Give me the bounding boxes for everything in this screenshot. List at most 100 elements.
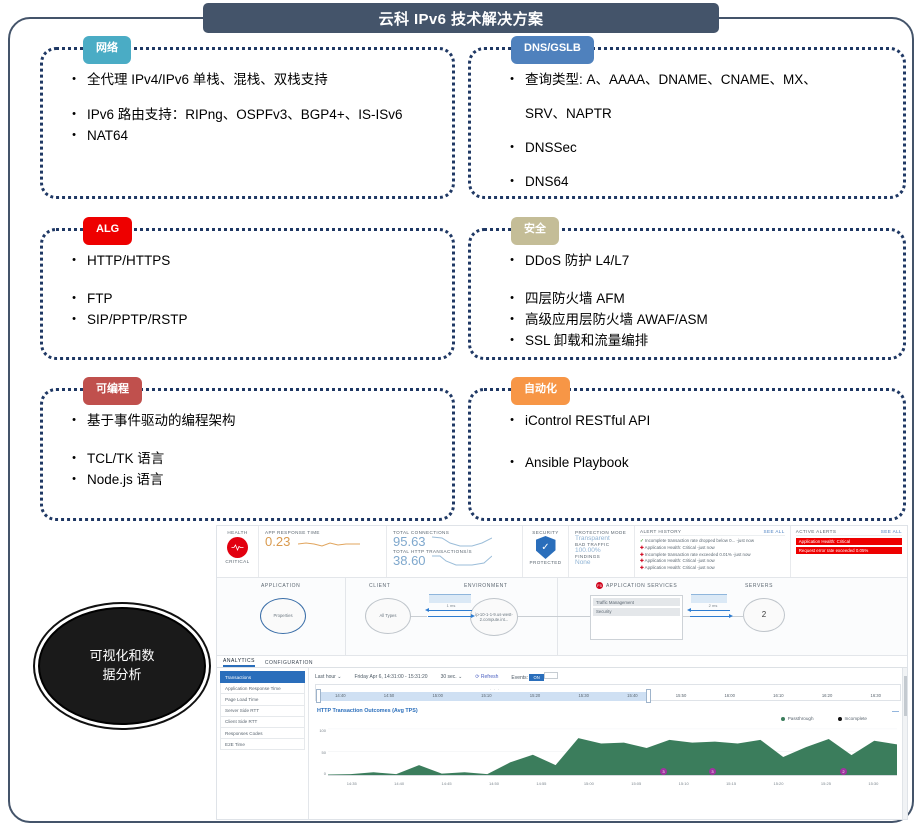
list-item-label: 全代理 IPv4/IPv6 单栈、混栈、双栈支持 bbox=[87, 72, 328, 87]
timeline-tick: 16:30 bbox=[870, 693, 881, 698]
active-alerts-panel: ACTIVE ALERTS See All Application Health… bbox=[791, 526, 907, 577]
panel-automation: 自动化 • iControl RESTful API • Ansible Pla… bbox=[468, 377, 906, 521]
status-badge[interactable]: Request error rate exceeded 0.05% bbox=[795, 547, 902, 554]
flow-node-environment[interactable]: ip-10-1-1-9.us-west-2.compute.int... bbox=[470, 598, 518, 636]
kpi-app-response-value: 0.23 bbox=[265, 534, 291, 550]
sidebar-item-server-side-rtt[interactable]: Server Side RTT bbox=[220, 705, 305, 717]
flow-connector bbox=[411, 616, 427, 617]
sidebar-item-client-side-rtt[interactable]: Client Side RTT bbox=[220, 716, 305, 728]
list-item: • FTP bbox=[61, 291, 442, 308]
interval-selector[interactable]: 30 sec. ⌄ bbox=[441, 674, 463, 680]
alert-icon: ✚ bbox=[640, 544, 644, 550]
date-range-label: Friday Apr 6, 14:31:00 - 15:31:20 bbox=[354, 673, 428, 680]
list-item-label: 查询类型: A、AAAA、DNAME、CNAME、MX、 bbox=[525, 72, 817, 87]
list-item-label: TCL/TK 语言 bbox=[87, 450, 165, 466]
timeline-grip-dots: · · · bbox=[490, 686, 501, 692]
x-tick: 15:10 bbox=[678, 781, 689, 786]
flow-latency-client: 1 ms bbox=[425, 594, 477, 618]
tab-configuration[interactable]: CONFIGURATION bbox=[264, 659, 313, 666]
analytics-scrollbar[interactable] bbox=[902, 668, 907, 819]
status-badge[interactable]: Application Health: Critical bbox=[795, 538, 902, 545]
sidebar-item-e2e-time[interactable]: E2E Time bbox=[220, 739, 305, 751]
kpi-findings-value: None bbox=[575, 559, 591, 566]
event-marker[interactable]: 3 bbox=[660, 768, 667, 775]
alert-history-item: ✚ Application Health: Critical -just now bbox=[640, 545, 785, 552]
scrollbar-thumb[interactable] bbox=[904, 676, 907, 716]
panel-header-automation-label: 自动化 bbox=[524, 382, 557, 395]
timeline-tick: 15:30 bbox=[578, 693, 589, 698]
event-marker[interactable]: 3 bbox=[709, 768, 716, 775]
flow-node-client[interactable]: All Types bbox=[365, 598, 411, 634]
alert-history-see-all[interactable]: See All bbox=[763, 529, 785, 534]
chart-title: HTTP Transaction Outcomes (Avg TPS) bbox=[317, 708, 418, 714]
connections-sparkline bbox=[431, 536, 492, 547]
client-latency-sparkline bbox=[429, 594, 471, 603]
x-tick: 15:20 bbox=[773, 781, 784, 786]
list-item: • Node.js 语言 bbox=[61, 472, 442, 489]
kpi-health: HEALTH Critical bbox=[217, 526, 259, 577]
flow-node-servers-label: 2 bbox=[761, 610, 767, 619]
list-item-label: FTP bbox=[87, 290, 113, 306]
legend-label: Incomplete bbox=[844, 716, 867, 721]
flow-node-servers[interactable]: 2 bbox=[743, 598, 785, 632]
chart-y-axis: 100 50 0 bbox=[315, 728, 328, 786]
x-tick: 15:05 bbox=[631, 781, 642, 786]
events-toggle[interactable]: Events: ON bbox=[511, 672, 558, 681]
flow-latency-services: 2 ms bbox=[687, 594, 739, 618]
analytics-body: Transactions Application Response Time P… bbox=[217, 668, 907, 819]
list-item: • SIP/PPTP/RSTP bbox=[61, 312, 442, 329]
kpi-health-label: HEALTH bbox=[227, 530, 248, 535]
sidebar-item-responses-codes[interactable]: Responses Codes bbox=[220, 727, 305, 740]
panel-header-security: 安全 bbox=[511, 217, 559, 245]
list-item-label: SSL 卸载和流量编排 bbox=[525, 332, 649, 348]
timeline-handle-left[interactable] bbox=[316, 689, 321, 703]
heartbeat-glyph bbox=[231, 544, 244, 552]
list-item: • SSL 卸载和流量编排 bbox=[499, 333, 893, 350]
app-response-sparkline bbox=[298, 542, 361, 547]
timeline-handle-right[interactable] bbox=[646, 689, 651, 703]
list-item-label: SIP/PPTP/RSTP bbox=[87, 311, 188, 327]
x-tick: 14:50 bbox=[488, 781, 499, 786]
list-item-label: Node.js 语言 bbox=[87, 471, 164, 487]
flow-node-client-label: All Types bbox=[379, 613, 397, 619]
timeline-tick: 16:10 bbox=[773, 693, 784, 698]
tab-analytics[interactable]: ANALYTICS bbox=[223, 658, 255, 667]
chevron-down-icon: ⌄ bbox=[458, 673, 463, 680]
timeline-selection[interactable] bbox=[318, 692, 648, 701]
dashboard-analytics-section: ANALYTICS CONFIGURATION Transactions App… bbox=[217, 656, 907, 819]
service-latency-label: 2 ms bbox=[708, 603, 718, 608]
x-tick: 15:25 bbox=[820, 781, 831, 786]
bullet-icon: • bbox=[510, 291, 514, 304]
legend-item-passthrough[interactable]: Passthrough bbox=[780, 716, 814, 721]
flow-service-item[interactable]: Security bbox=[593, 607, 680, 616]
legend-swatch bbox=[837, 716, 842, 721]
flow-section-application: APPLICATION bbox=[261, 583, 301, 589]
event-marker[interactable]: 2 bbox=[840, 768, 847, 775]
kpi-security-label: SECURITY bbox=[532, 530, 559, 535]
x-tick: 14:40 bbox=[394, 781, 405, 786]
legend-item-incomplete[interactable]: Incomplete bbox=[837, 716, 867, 721]
refresh-button[interactable]: ⟳ Refresh bbox=[475, 673, 499, 680]
flow-service-item[interactable]: Traffic Management bbox=[593, 598, 680, 606]
kpi-connections-value: 95.63 bbox=[393, 534, 426, 549]
alert-history-header: ALERT HISTORY See All bbox=[640, 529, 785, 536]
collapse-chart-icon[interactable]: — bbox=[892, 708, 899, 715]
range-selector[interactable]: Last hour ⌄ bbox=[315, 674, 341, 680]
sidebar-item-application-response-time[interactable]: Application Response Time bbox=[220, 683, 305, 695]
list-item: • DNSSec bbox=[499, 140, 893, 157]
panel-dns-gslb-bullets: • 查询类型: A、AAAA、DNAME、CNAME、MX、 • SRV、NAP… bbox=[499, 72, 893, 191]
timeline-scrubber[interactable]: · · · 14:40 14:50 15:00 15:10 15:20 15:3… bbox=[315, 684, 901, 703]
analytics-tabs: ANALYTICS CONFIGURATION bbox=[217, 656, 907, 668]
panel-header-alg-label: ALG bbox=[96, 222, 120, 235]
sidebar-item-page-load-time[interactable]: Page Load Time bbox=[220, 694, 305, 706]
kpi-bad-traffic-label: BAD TRAFFIC bbox=[575, 542, 610, 547]
active-alerts-see-all[interactable]: See All bbox=[880, 529, 902, 534]
kpi-app-response: APP RESPONSE TIME 0.23 bbox=[259, 526, 387, 577]
alert-icon: ✚ bbox=[640, 565, 644, 571]
list-item-label: NAT64 bbox=[87, 127, 129, 143]
alert-history-item-text: Incomplete transaction rate dropped belo… bbox=[644, 538, 755, 543]
flow-node-application[interactable]: Properties bbox=[260, 598, 306, 634]
sidebar-item-transactions[interactable]: Transactions bbox=[220, 671, 305, 684]
list-item: • 四层防火墙 AFM bbox=[499, 291, 893, 308]
kpi-protection: PROTECTION MODE Transparent BAD TRAFFIC … bbox=[569, 526, 635, 577]
